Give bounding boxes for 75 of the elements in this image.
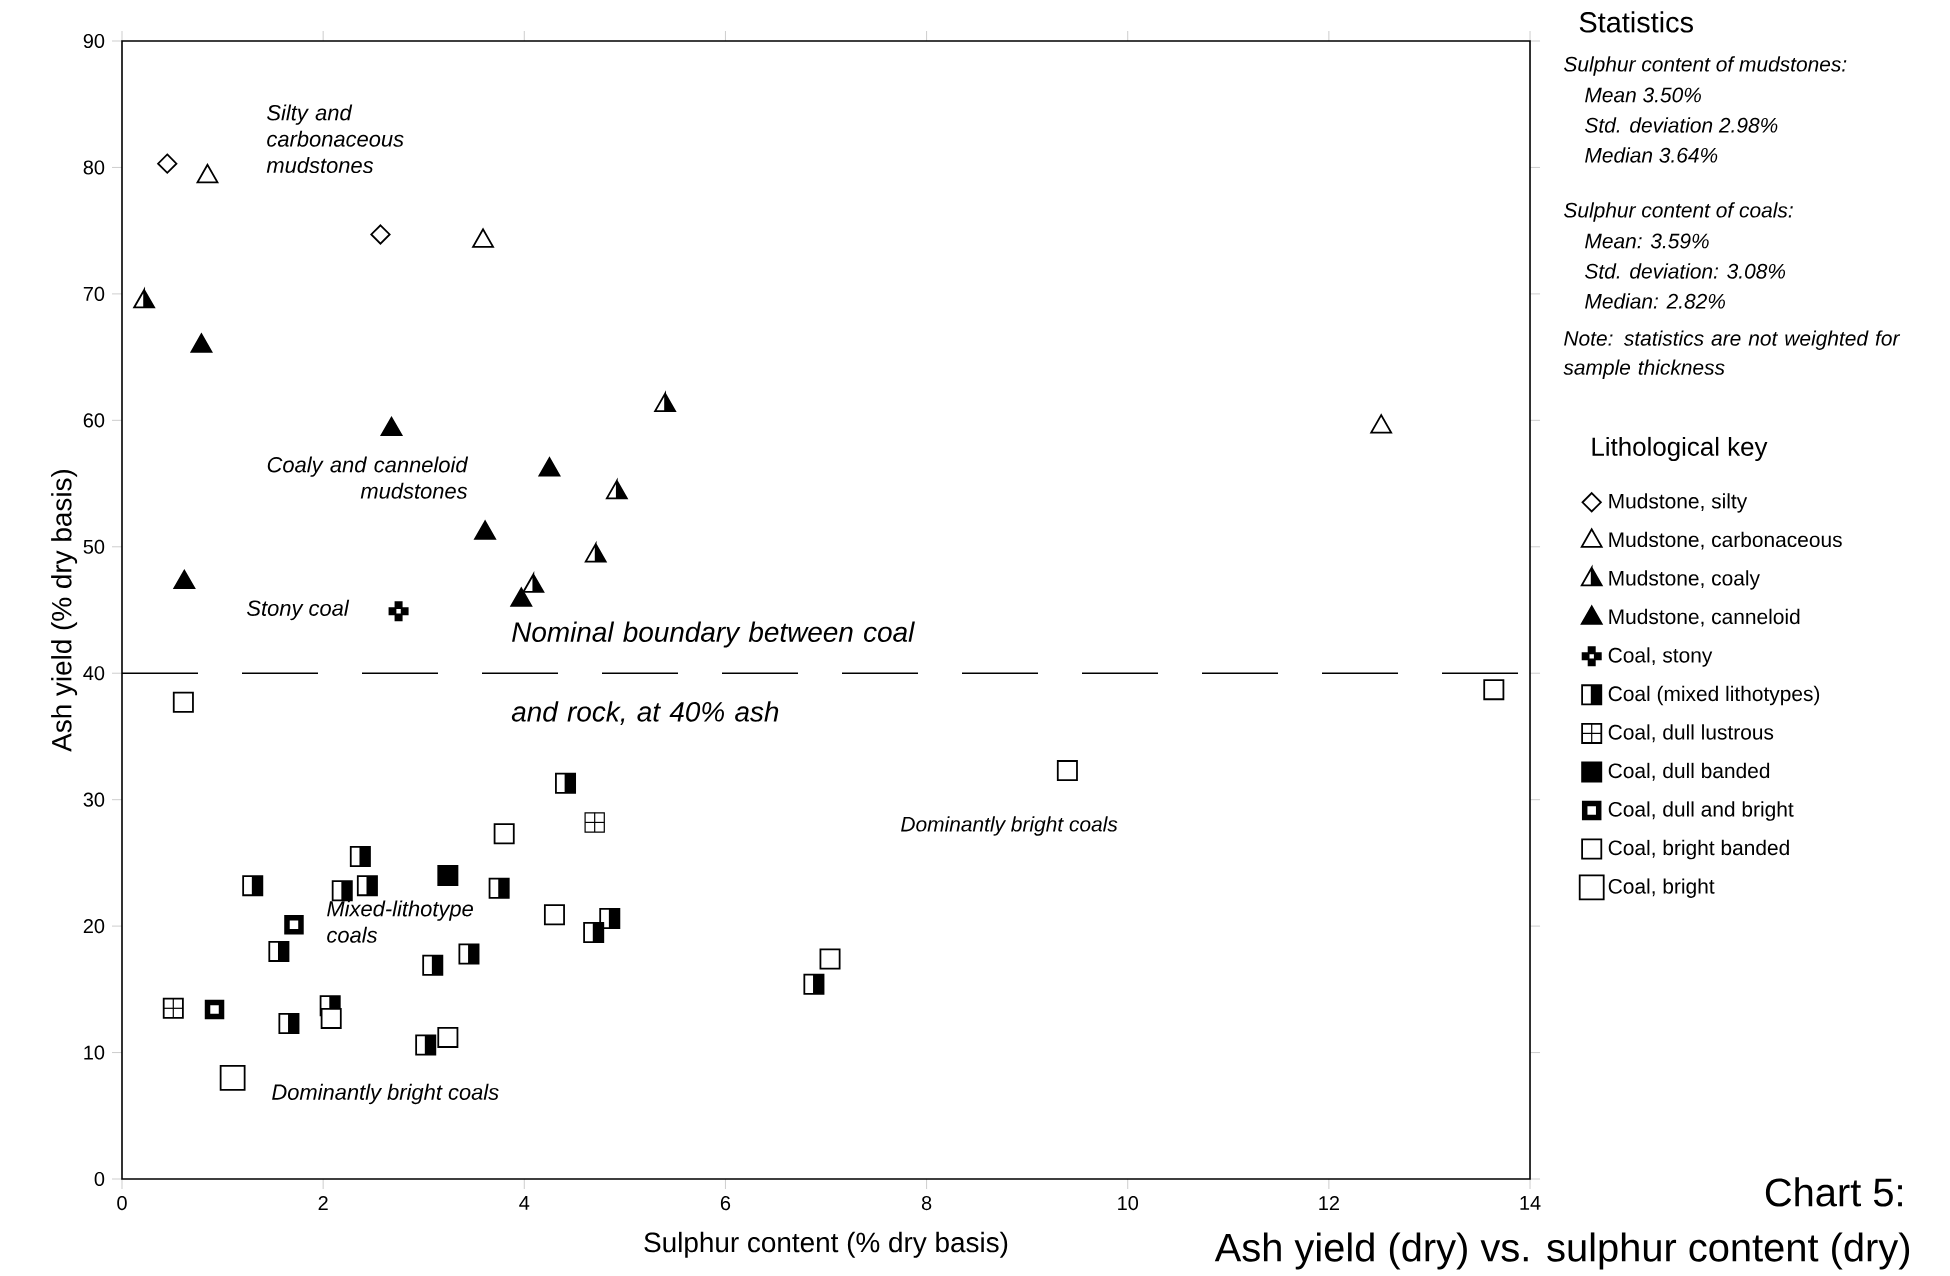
point — [510, 587, 533, 607]
legend-label: Coal, dull and bright — [1608, 801, 1794, 821]
point — [493, 823, 515, 845]
point — [1370, 414, 1393, 434]
legend-label: Coal, bright — [1608, 878, 1715, 898]
x-axis-title: Sulphur content (% dry basis) — [644, 1231, 1008, 1258]
text: Median: 2.82% — [1585, 293, 1725, 309]
y-tick-label: 90 — [83, 33, 105, 49]
point — [584, 812, 605, 833]
point — [1483, 679, 1505, 701]
legend-label: Mudstone, silty — [1609, 493, 1748, 513]
legend-label: Coal, bright banded — [1608, 839, 1789, 860]
text: Mean: 3.59% — [1585, 233, 1709, 249]
text: Statistics — [1579, 11, 1693, 33]
point — [474, 520, 496, 540]
y-tick-label: 20 — [83, 919, 105, 934]
point — [204, 999, 225, 1020]
x-tick-label: 8 — [921, 1196, 932, 1211]
point — [320, 1007, 342, 1029]
x-tick-label: 0 — [117, 1196, 127, 1211]
x-tick-label: 2 — [318, 1196, 328, 1210]
text: Std. deviation 2.98% — [1585, 117, 1778, 133]
annotation: Mixed-lithotype coals — [327, 900, 473, 943]
text: Mean 3.50% — [1585, 87, 1701, 103]
x-tick-label: 14 — [1520, 1196, 1541, 1210]
legend-label: Coal (mixed lithotypes) — [1608, 685, 1820, 706]
point — [219, 1064, 246, 1091]
point — [437, 865, 459, 887]
text: Sulphur content of coals: — [1564, 202, 1793, 222]
text: Nominal boundary between coal and rock, at 40% ash — [511, 621, 915, 725]
text: Note: statistics are not weighted for sample thickness — [1563, 330, 1901, 379]
legend-title: Lithological key — [1592, 436, 1768, 462]
point — [172, 691, 194, 713]
y-tick-label: 50 — [83, 539, 105, 554]
text: Chart 5: — [1765, 1177, 1902, 1207]
y-tick-label: 30 — [83, 792, 105, 807]
x-tick-label: 10 — [1118, 1196, 1139, 1211]
annotation: Dominantly bright coals — [901, 816, 1118, 836]
annotation: Dominantly bright coals — [272, 1083, 499, 1105]
point — [380, 416, 403, 437]
legend-label: Mudstone, carbonaceous — [1609, 531, 1842, 550]
point — [472, 228, 494, 248]
point — [388, 601, 409, 622]
text: Ash yield (dry) vs. sulphur content (dry) — [1214, 1232, 1910, 1270]
y-tick-label: 60 — [83, 413, 105, 428]
legend-label: Mudstone, canneloid — [1609, 608, 1800, 627]
text: Std. deviation: 3.08% — [1585, 263, 1786, 279]
text: Median 3.64% — [1585, 147, 1718, 163]
point — [1056, 760, 1078, 782]
point — [538, 457, 561, 477]
point — [437, 1026, 459, 1048]
legend-label: Coal, stony — [1608, 647, 1713, 667]
x-tick-label: 4 — [519, 1196, 530, 1210]
point — [162, 997, 184, 1019]
y-tick-label: 10 — [84, 1045, 105, 1060]
point — [543, 904, 565, 926]
annotation: Stony coal — [247, 599, 350, 621]
legend-label: Coal, dull lustrous — [1608, 724, 1774, 743]
point — [196, 163, 219, 184]
y-tick-label: 80 — [83, 160, 105, 175]
text: Sulphur content of mudstones: — [1564, 56, 1847, 76]
x-tick-label: 12 — [1319, 1196, 1339, 1210]
annotation: Coaly and canneloid mudstones — [267, 456, 469, 499]
y-tick-label: 40 — [83, 666, 105, 681]
y-axis-title: Ash yield (% dry basis) — [51, 469, 78, 752]
point — [284, 915, 304, 935]
annotation: Silty and carbonaceous mudstones — [266, 104, 404, 174]
y-tick-label: 70 — [83, 286, 105, 301]
y-tick-label: 0 — [94, 1171, 105, 1187]
legend-label: Coal, dull banded — [1608, 762, 1770, 781]
x-tick-label: 6 — [720, 1196, 731, 1211]
legend-label: Mudstone, coaly — [1609, 570, 1760, 590]
point — [190, 333, 213, 353]
point — [819, 948, 841, 970]
point — [173, 569, 196, 590]
